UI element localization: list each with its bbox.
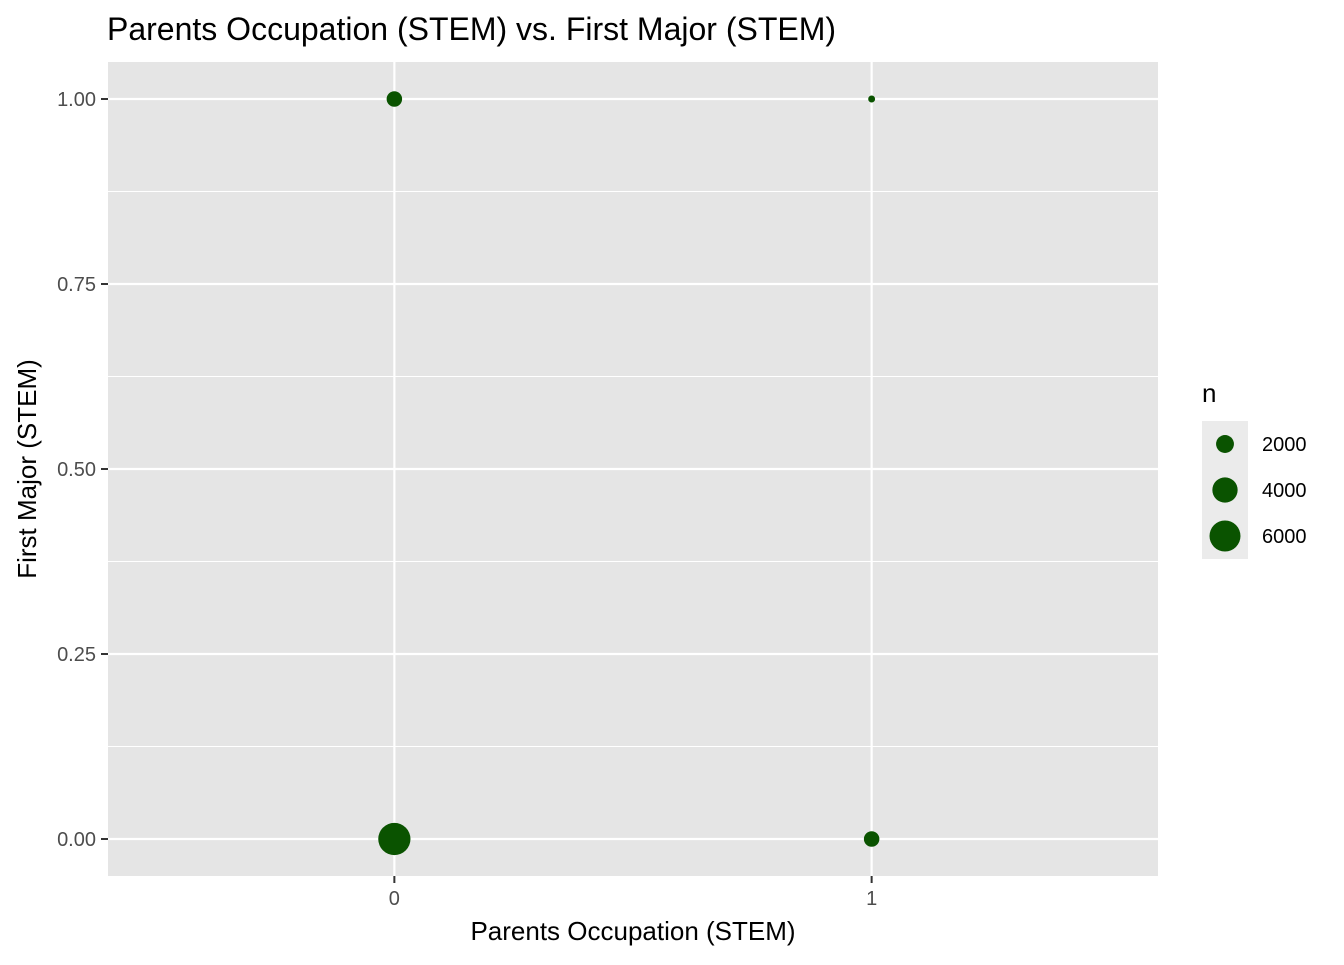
legend-key-circle — [1216, 435, 1234, 453]
data-point — [868, 95, 876, 103]
legend-entries: 2000 4000 6000 — [1209, 434, 1307, 552]
legend-entry-label: 4000 — [1262, 480, 1307, 502]
y-axis-title: First Major (STEM) — [12, 359, 42, 579]
y-tick-label: 1.00 — [57, 89, 96, 111]
x-axis-title: Parents Occupation (STEM) — [470, 916, 795, 946]
data-points — [378, 91, 880, 856]
x-tick-label: 1 — [866, 888, 877, 910]
data-point — [386, 91, 403, 107]
legend-title: n — [1202, 378, 1216, 408]
legend-entry-label: 6000 — [1262, 526, 1307, 548]
legend-key-circle — [1212, 477, 1238, 503]
chart-title: Parents Occupation (STEM) vs. First Majo… — [107, 11, 836, 47]
grid-lines — [108, 62, 1158, 876]
size-legend: n 2000 4000 6000 — [1202, 378, 1307, 559]
y-tick-label: 0.00 — [57, 829, 96, 851]
legend-entry-label: 2000 — [1262, 434, 1307, 456]
data-point — [863, 831, 880, 847]
y-tick-label: 0.75 — [57, 274, 96, 296]
x-tick-label: 0 — [389, 888, 400, 910]
legend-key-circle — [1209, 520, 1241, 552]
y-tick-label: 0.25 — [57, 644, 96, 666]
data-point — [378, 822, 411, 856]
y-tick-label: 0.50 — [57, 459, 96, 481]
y-axis-ticks: 0.00 0.25 0.50 0.75 1.00 — [57, 89, 108, 851]
